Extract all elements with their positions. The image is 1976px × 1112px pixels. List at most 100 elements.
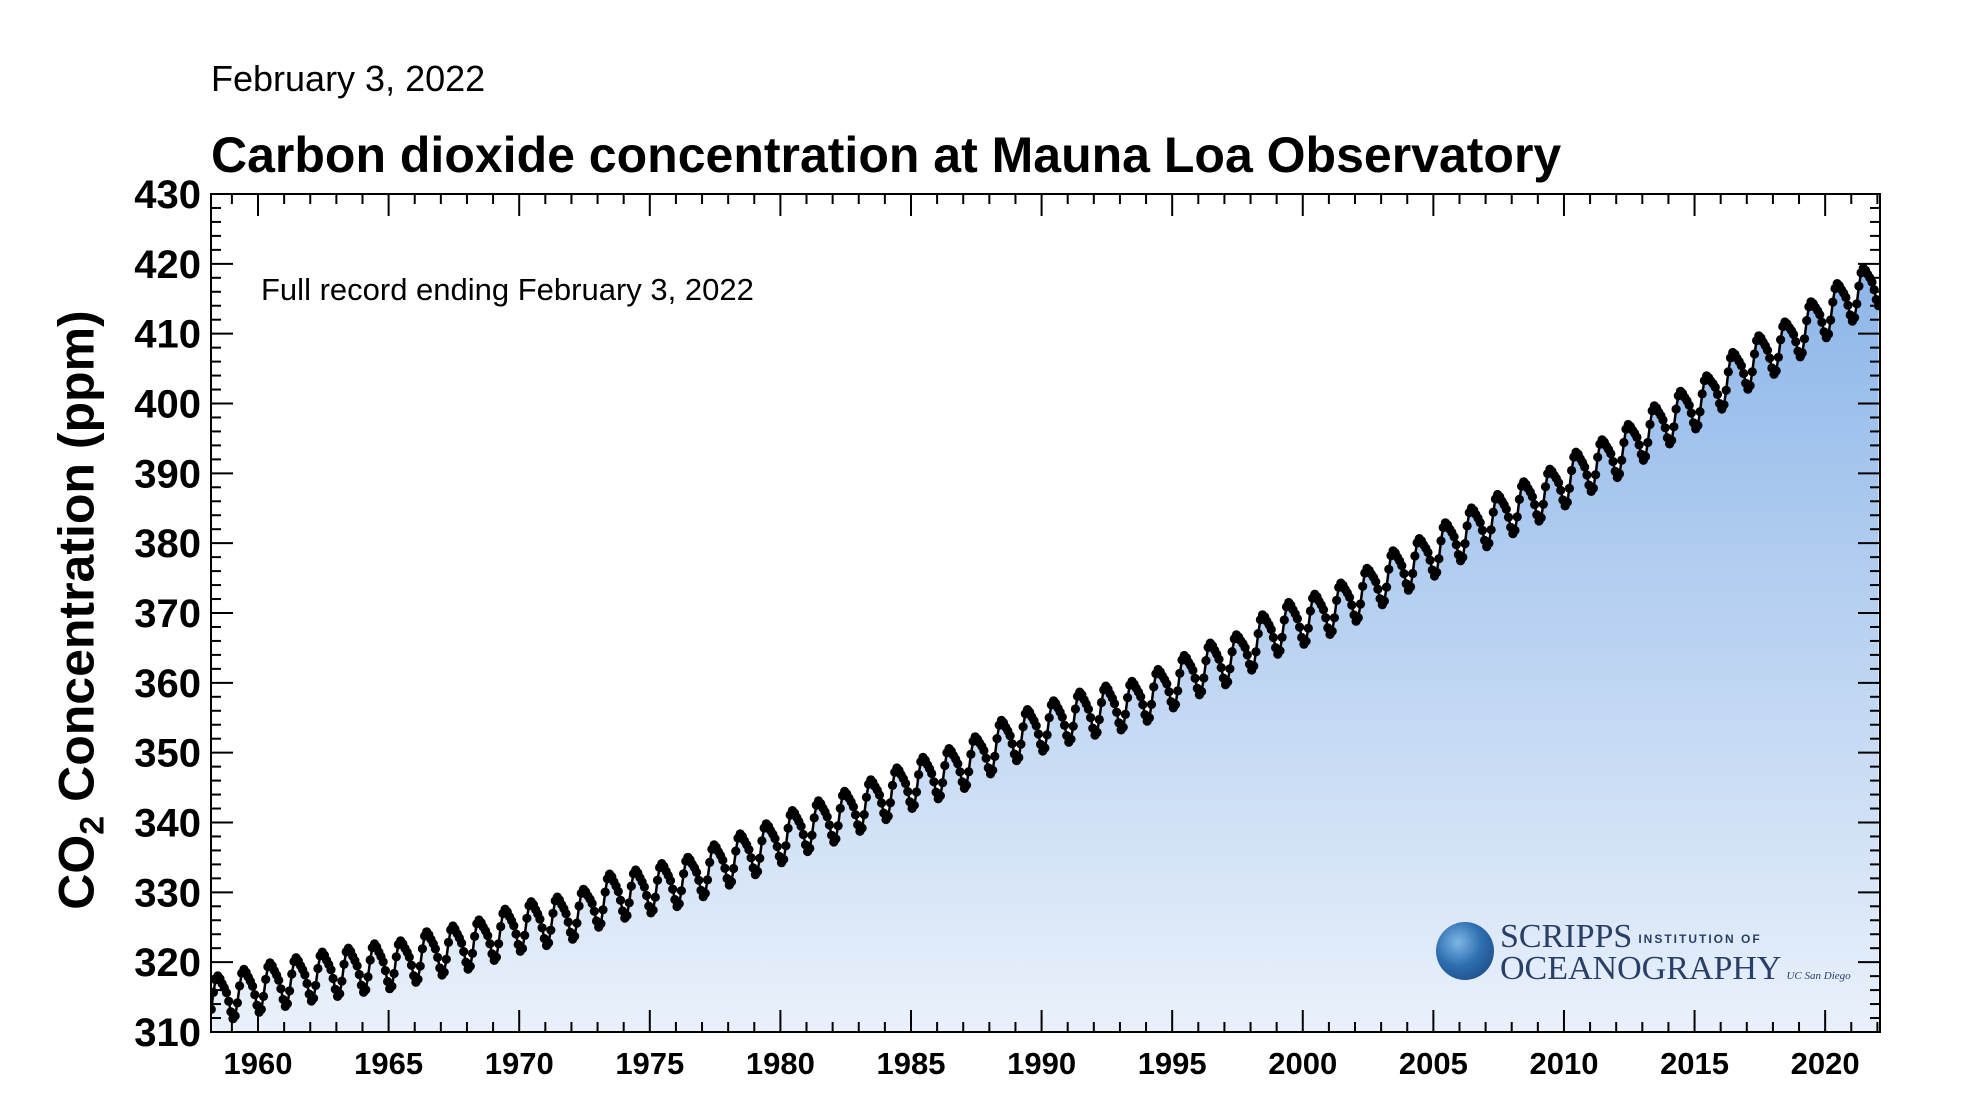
data-point [729, 863, 739, 874]
data-point [731, 846, 741, 856]
data-point [287, 969, 297, 979]
data-point [587, 898, 597, 909]
data-point [961, 780, 972, 790]
data-point [378, 957, 388, 967]
data-point [1432, 567, 1442, 578]
data-point [679, 869, 689, 879]
data-point [1710, 382, 1720, 392]
data-point [822, 812, 832, 822]
data-point [1641, 451, 1651, 462]
data-point [705, 857, 715, 868]
data-point [491, 952, 501, 962]
data-point [966, 749, 976, 759]
data-point [955, 767, 965, 777]
logo-oceanography: OCEANOGRAPHY [1500, 950, 1782, 987]
data-point [1295, 622, 1305, 632]
data-point [309, 993, 319, 1003]
data-point [1852, 299, 1862, 309]
data-point [805, 843, 815, 854]
data-point [1275, 646, 1285, 656]
data-point [1410, 551, 1420, 561]
logo-institution: INSTITUTION OF [1638, 932, 1762, 946]
data-point [676, 886, 687, 896]
data-point [1332, 595, 1342, 606]
data-point [1083, 704, 1093, 714]
data-point [1292, 614, 1302, 624]
data-point [224, 996, 234, 1006]
data-point [903, 787, 913, 797]
data-point [1136, 692, 1146, 702]
data-point [824, 820, 835, 830]
data-point [211, 1004, 216, 1014]
data-point [1634, 440, 1644, 450]
logo-line-1: SCRIPPS INSTITUTION OF [1500, 918, 1762, 956]
data-point [354, 969, 364, 980]
data-point [1303, 623, 1313, 633]
data-point [1619, 437, 1629, 448]
data-point [981, 753, 991, 763]
data-point [953, 759, 963, 769]
x-tick-label: 2015 [1660, 1046, 1729, 1081]
data-point [1016, 739, 1026, 749]
data-point [992, 734, 1002, 744]
data-point [692, 867, 702, 878]
x-tick-label: 2005 [1399, 1046, 1468, 1081]
data-point [1695, 407, 1705, 417]
data-point [1162, 679, 1172, 689]
data-point [1014, 752, 1024, 763]
data-point [485, 939, 495, 949]
data-point [1503, 512, 1514, 522]
y-tick-label: 350 [134, 732, 201, 776]
y-tick-label: 360 [134, 662, 201, 706]
y-tick-label: 390 [134, 452, 201, 496]
data-point [798, 829, 808, 840]
data-point [1353, 613, 1363, 623]
data-point [443, 937, 454, 948]
logo-scripps: SCRIPPS [1500, 918, 1633, 955]
data-point [258, 991, 269, 1002]
data-point [1512, 512, 1522, 522]
data-point [1268, 632, 1278, 643]
data-point [624, 898, 634, 908]
data-point [940, 760, 950, 771]
data-point [885, 798, 896, 808]
data-point [1527, 492, 1537, 502]
data-point [570, 931, 580, 941]
data-point [1554, 478, 1564, 488]
data-point [1591, 470, 1601, 480]
data-point [248, 981, 258, 991]
data-point [1608, 456, 1618, 467]
data-point [1371, 577, 1381, 587]
data-point [1355, 599, 1366, 609]
data-point [781, 841, 791, 851]
data-point [1201, 656, 1211, 666]
data-point [300, 970, 310, 980]
data-point [726, 877, 737, 887]
data-point [779, 854, 789, 865]
data-point [1253, 629, 1263, 639]
data-point [1693, 420, 1703, 430]
data-point [1562, 497, 1572, 507]
data-point [413, 974, 423, 984]
data-point [483, 931, 493, 941]
y-axis-title-subscript: 2 [73, 815, 112, 835]
y-tick-label: 420 [134, 243, 201, 287]
data-point [563, 917, 573, 927]
data-point [1242, 650, 1252, 660]
data-point [1384, 564, 1394, 574]
data-point [1460, 539, 1470, 549]
data-point [877, 798, 887, 808]
data-point [1040, 743, 1050, 753]
data-point [1434, 554, 1444, 564]
data-point [1399, 569, 1409, 579]
data-point [1251, 647, 1261, 657]
data-point [831, 834, 841, 844]
data-point [1149, 682, 1159, 692]
data-point [1266, 624, 1276, 635]
data-point [1823, 329, 1834, 339]
logo-ucsd: UC San Diego [1786, 970, 1851, 982]
data-point [1762, 345, 1773, 355]
data-point [929, 777, 939, 787]
x-tick-label: 1960 [224, 1046, 293, 1081]
data-point [1123, 693, 1133, 703]
